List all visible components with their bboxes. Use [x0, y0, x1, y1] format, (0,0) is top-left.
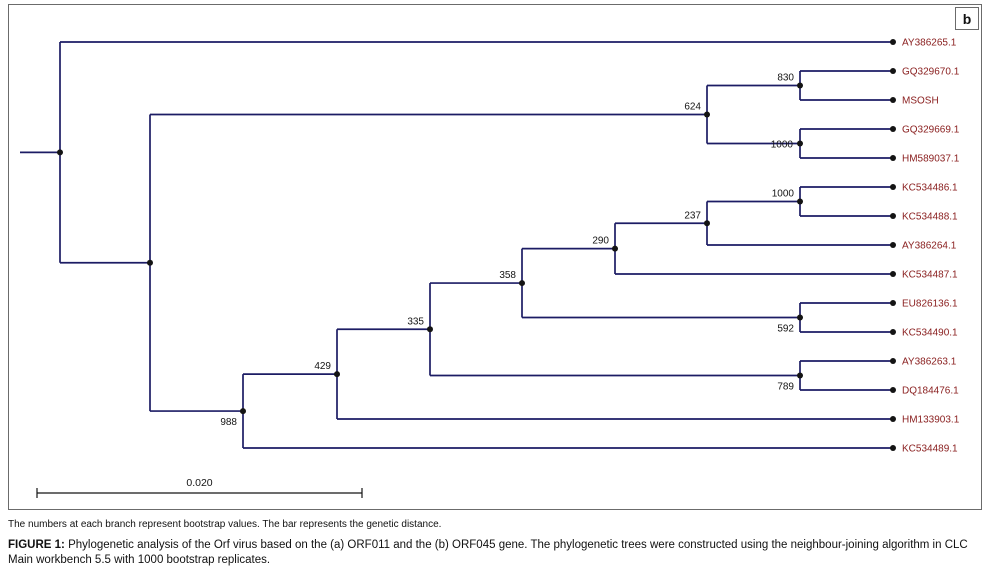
tip-dot — [890, 213, 896, 219]
node-dot — [334, 371, 340, 378]
figure-caption-text: Phylogenetic analysis of the Orf virus b… — [8, 539, 968, 566]
node-dot — [427, 326, 433, 333]
taxon-label: MSOSH — [902, 96, 939, 107]
bootstrap-value: 789 — [777, 382, 794, 393]
figure-panel-b: AY386265.1 624 830 GQ329670.1 MSOSH 1000 GQ329… — [8, 4, 982, 510]
node-dot — [797, 140, 803, 147]
taxon-label: KC534488.1 — [902, 212, 958, 223]
bootstrap-value: 358 — [499, 270, 516, 281]
figure-caption-label: FIGURE 1: — [8, 539, 65, 551]
taxon-label: GQ329670.1 — [902, 67, 960, 78]
bootstrap-value: 237 — [684, 210, 701, 221]
tip-dot — [890, 271, 896, 277]
node-dot — [797, 372, 803, 379]
tip-dot — [890, 445, 896, 451]
node-dot — [704, 111, 710, 118]
node-dot — [704, 220, 710, 227]
tip-dot — [890, 329, 896, 335]
taxon-label: KC534490.1 — [902, 328, 958, 339]
node-dot — [57, 149, 63, 156]
taxon-label: AY386263.1 — [902, 357, 957, 368]
tip-dot — [890, 300, 896, 306]
taxon-label: HM589037.1 — [902, 154, 960, 165]
taxon-label: AY386264.1 — [902, 241, 957, 252]
tip-dot — [890, 155, 896, 161]
node-dot — [797, 198, 803, 205]
bootstrap-value: 1000 — [771, 140, 794, 151]
bootstrap-value: 1000 — [772, 189, 795, 200]
taxon-label: KC534489.1 — [902, 444, 958, 455]
scale-bar-label: 0.020 — [186, 477, 212, 489]
bootstrap-value: 592 — [777, 324, 794, 335]
figure-note: The numbers at each branch represent boo… — [8, 519, 442, 530]
bootstrap-value: 335 — [407, 316, 424, 327]
taxon-label: HM133903.1 — [902, 415, 960, 426]
tip-dot — [890, 358, 896, 364]
panel-label-box: b — [955, 7, 979, 30]
bootstrap-value: 830 — [777, 73, 794, 84]
figure-caption: FIGURE 1: Phylogenetic analysis of the O… — [8, 538, 984, 568]
node-dot — [797, 82, 803, 89]
bootstrap-value: 429 — [314, 361, 331, 372]
tip-dot — [890, 387, 896, 393]
bootstrap-value: 624 — [684, 102, 701, 113]
tip-dot — [890, 97, 896, 103]
tip-dot — [890, 184, 896, 190]
bootstrap-value: 988 — [220, 417, 237, 428]
tip-dot — [890, 242, 896, 248]
bootstrap-value: 290 — [592, 236, 609, 247]
taxon-label: KC534487.1 — [902, 270, 958, 281]
node-dot — [240, 408, 246, 415]
tip-dot — [890, 126, 896, 132]
taxon-label: KC534486.1 — [902, 183, 958, 194]
taxon-label: DQ184476.1 — [902, 386, 959, 397]
taxon-label: EU826136.1 — [902, 299, 958, 310]
taxon-label: GQ329669.1 — [902, 125, 960, 136]
tip-dot — [890, 68, 896, 74]
tip-dot — [890, 416, 896, 422]
node-dot — [147, 259, 153, 266]
tip-dot — [890, 39, 896, 45]
phylogenetic-tree-canvas: AY386265.1 624 830 GQ329670.1 MSOSH 1000 GQ329… — [20, 38, 960, 498]
node-dot — [612, 245, 618, 252]
taxon-label: AY386265.1 — [902, 38, 957, 49]
node-dot — [797, 314, 803, 321]
node-dot — [519, 280, 525, 287]
